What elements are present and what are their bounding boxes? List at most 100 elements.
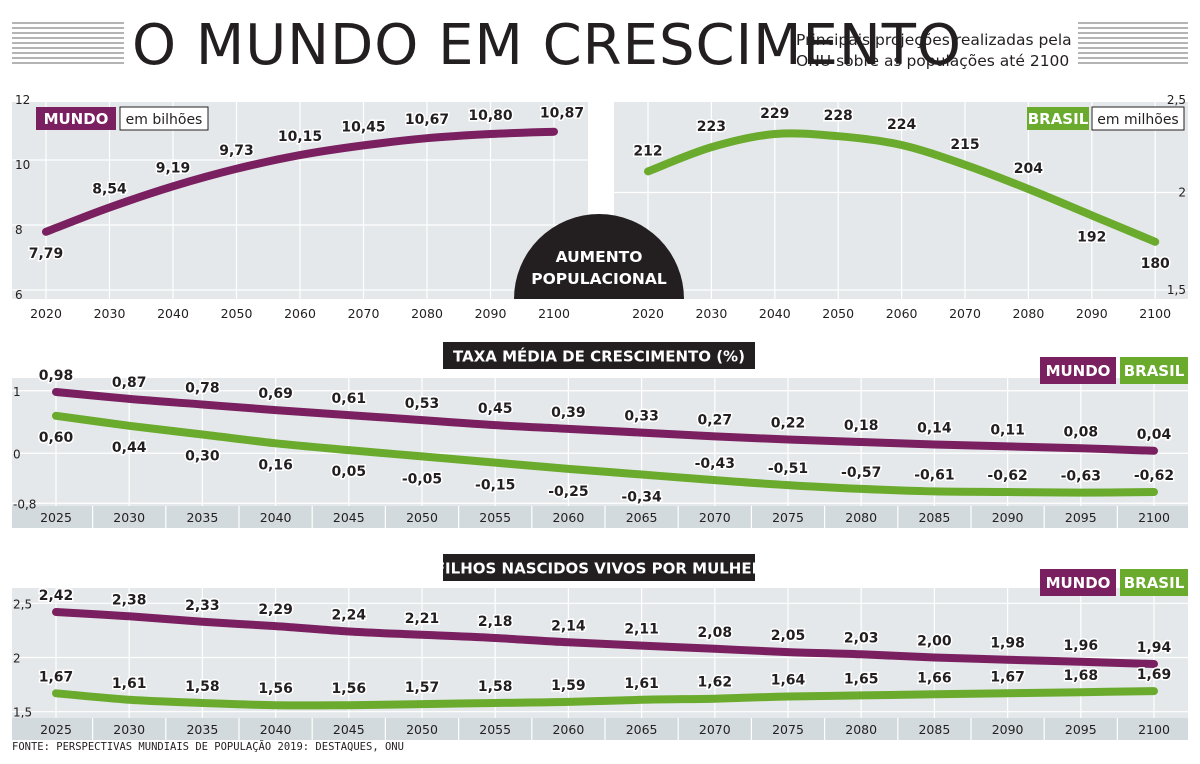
filhos-title: FILHOS NASCIDOS VIVOS POR MULHER [435, 560, 764, 578]
filhos-value-label-brasil: 1,56 [258, 681, 293, 697]
brasil-pop-unit-box [1091, 106, 1185, 131]
filhos-legend-brasil-box [1120, 569, 1188, 596]
page-title: O MUNDO EM CRESCIMENTO [132, 13, 963, 78]
brasil-pop-x-tick: 2080 [1012, 306, 1044, 321]
taxa-x-tick: 2070 [699, 510, 731, 525]
taxa-x-tick: 2080 [845, 510, 877, 525]
brasil-pop-x-tick: 2060 [886, 306, 918, 321]
aumento-badge-line1: AUMENTO [556, 248, 643, 266]
taxa-x-tick: 2050 [406, 510, 438, 525]
brasil-pop-x-tick: 2040 [759, 306, 791, 321]
filhos-y-tick: 2,5 [13, 597, 32, 611]
brasil-pop-x-tick: 2020 [632, 306, 664, 321]
filhos-value-label-brasil: 1,68 [1064, 668, 1099, 684]
taxa-y-tick: 1 [13, 385, 21, 399]
taxa-x-tick: 2025 [40, 510, 72, 525]
taxa-value-label-mundo: 0,11 [990, 422, 1025, 438]
filhos-x-tick: 2060 [552, 722, 584, 737]
taxa-x-tick: 2075 [772, 510, 804, 525]
mundo-pop-x-tick: 2090 [475, 306, 507, 321]
taxa-value-label-mundo: 0,14 [917, 421, 952, 437]
filhos-line-brasil [52, 687, 1158, 710]
taxa-value-label-mundo: 0,69 [258, 386, 293, 402]
mundo-pop-value-label: 8,54 [92, 181, 127, 197]
taxa-y-tick: -0,8 [13, 497, 36, 511]
filhos-x-tick: 2055 [479, 722, 511, 737]
brasil-pop-value-label: 228 [824, 108, 853, 124]
taxa-title: TAXA MÉDIA DE CRESCIMENTO (%) [453, 347, 745, 366]
filhos-value-label-mundo: 1,96 [1064, 638, 1099, 654]
filhos-legend-mundo: MUNDO [1046, 574, 1111, 592]
taxa-value-label-brasil: -0,63 [1061, 469, 1101, 485]
page-subtitle: Principais projeções realizadas pela ONU… [796, 30, 1076, 72]
taxa-value-label-brasil: -0,25 [548, 484, 588, 500]
brasil-pop-y-tick: 2,5 [1167, 93, 1186, 107]
taxa-value-label-mundo: 0,53 [405, 396, 440, 412]
header-hatch-right [1078, 22, 1188, 64]
taxa-value-label-mundo: 0,33 [624, 409, 659, 425]
mundo-pop-unit: em bilhões [126, 112, 203, 128]
chart-lines [42, 127, 1160, 710]
taxa-value-label-mundo: 0,87 [112, 375, 147, 391]
taxa-value-label-mundo: 0,04 [1137, 427, 1172, 443]
filhos-value-label-brasil: 1,61 [624, 676, 659, 692]
filhos-value-label-brasil: 1,57 [405, 680, 440, 696]
filhos-value-label-mundo: 2,42 [39, 588, 74, 604]
taxa-value-label-mundo: 0,78 [185, 381, 220, 397]
brasil-pop-tag-box [1027, 107, 1089, 130]
mundo-pop-x-tick: 2030 [94, 306, 126, 321]
brasil-pop-value-label: 204 [1014, 161, 1043, 177]
mundo-pop-y-tick: 12 [15, 93, 30, 107]
taxa-y-tick: 0 [13, 447, 21, 461]
filhos-legend-brasil: BRASIL [1124, 574, 1185, 592]
brasil-pop-x-tick: 2070 [949, 306, 981, 321]
brasil-pop-x-tick: 2100 [1139, 306, 1171, 321]
taxa-value-label-mundo: 0,45 [478, 401, 513, 417]
taxa-x-tick: 2100 [1138, 510, 1170, 525]
mundo-pop-value-label: 10,67 [405, 112, 449, 128]
filhos-x-tick: 2075 [772, 722, 804, 737]
taxa-value-label-brasil: 0,30 [185, 449, 220, 465]
taxa-value-label-brasil: -0,57 [841, 465, 881, 481]
taxa-value-label-mundo: 0,39 [551, 405, 586, 421]
filhos-x-tick: 2090 [992, 722, 1024, 737]
mundo-pop-unit-box [119, 106, 209, 131]
taxa-value-label-mundo: 0,27 [698, 412, 733, 428]
brasil-pop-value-label: 224 [887, 117, 916, 133]
filhos-x-tick: 2100 [1138, 722, 1170, 737]
taxa-x-tick: 2055 [479, 510, 511, 525]
brasil-pop-x-tick: 2050 [822, 306, 854, 321]
filhos-value-label-mundo: 2,21 [405, 611, 440, 627]
mundo-pop-y-tick: 6 [15, 288, 23, 302]
filhos-value-label-mundo: 2,00 [917, 634, 952, 650]
header-hatch-left [12, 22, 124, 64]
taxa-value-label-mundo: 0,08 [1064, 424, 1099, 440]
filhos-x-tick: 2040 [260, 722, 292, 737]
taxa-value-label-brasil: -0,62 [987, 468, 1027, 484]
chart-backgrounds [12, 94, 1188, 740]
mundo-pop-value-label: 9,73 [219, 143, 254, 159]
filhos-y-tick: 2 [13, 652, 21, 666]
mundo-pop-x-tick: 2020 [30, 306, 62, 321]
taxa-axis-band [12, 506, 1188, 528]
subtitle-line-1: Principais projeções realizadas pela [796, 31, 1072, 49]
mundo-pop-value-label: 10,45 [341, 119, 385, 135]
taxa-value-label-brasil: -0,61 [914, 467, 954, 483]
brasil-pop-y-tick: 2 [1178, 186, 1186, 200]
filhos-value-label-mundo: 2,18 [478, 614, 513, 630]
filhos-value-label-mundo: 2,11 [624, 622, 659, 638]
taxa-x-tick: 2035 [186, 510, 218, 525]
filhos-y-tick: 1,5 [13, 706, 32, 720]
taxa-x-tick: 2045 [333, 510, 365, 525]
filhos-value-label-brasil: 1,67 [990, 669, 1025, 685]
taxa-value-label-mundo: 0,18 [844, 418, 879, 434]
filhos-value-label-brasil: 1,61 [112, 676, 147, 692]
mundo-pop-tag-box [36, 107, 116, 130]
filhos-title-box [443, 554, 755, 581]
filhos-x-tick: 2080 [845, 722, 877, 737]
taxa-x-tick: 2060 [552, 510, 584, 525]
taxa-legend-mundo: MUNDO [1046, 362, 1111, 380]
mundo-pop-value-label: 10,87 [540, 106, 584, 122]
brasil-pop-y-tick: 1,5 [1167, 283, 1186, 297]
filhos-value-label-brasil: 1,67 [39, 669, 74, 685]
